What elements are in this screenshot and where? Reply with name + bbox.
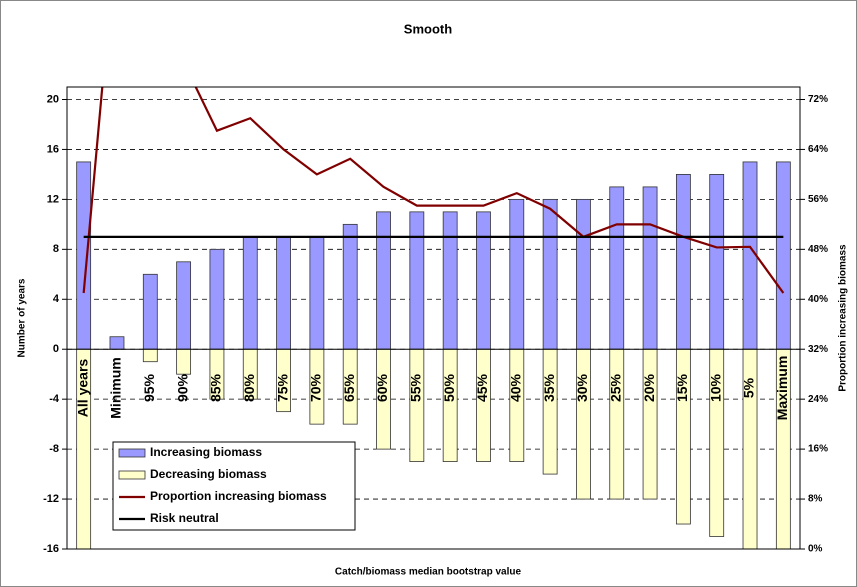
bar bbox=[242, 236, 258, 350]
bar bbox=[442, 211, 458, 350]
bar bbox=[109, 336, 125, 350]
x-tick-label: 10% bbox=[707, 373, 723, 402]
bar bbox=[642, 348, 658, 500]
y-tick-label: 20 bbox=[47, 93, 59, 105]
x-tick-label: Maximum bbox=[774, 356, 790, 421]
x-tick-label: 70% bbox=[308, 373, 324, 402]
bar bbox=[675, 174, 691, 350]
bar bbox=[176, 261, 192, 350]
y2-tick-label: 32% bbox=[808, 344, 828, 355]
legend-label: Risk neutral bbox=[150, 511, 219, 525]
lines bbox=[82, 87, 785, 294]
x-tick-label: 90% bbox=[174, 373, 190, 402]
y-tick-label: -8 bbox=[49, 443, 59, 455]
category-labels: All years Minimum 95% 90% 85% 80% 75% 70% 65% 60%… bbox=[74, 356, 790, 421]
y2-axis-title: Proportion increasing biomass bbox=[838, 244, 849, 392]
x-tick-label: 15% bbox=[674, 373, 690, 402]
bar bbox=[609, 186, 625, 350]
y-axis-title: Number of years bbox=[17, 278, 28, 357]
x-tick-label: 30% bbox=[574, 373, 590, 402]
y2-tick-label: 64% bbox=[808, 144, 828, 155]
y2-tick-label: 8% bbox=[808, 494, 823, 505]
y2-tick-label: 24% bbox=[808, 394, 828, 405]
x-tick-label: All years bbox=[74, 359, 90, 418]
bar bbox=[142, 348, 158, 363]
y-tick-label: 4 bbox=[53, 293, 60, 305]
x-tick-label: 25% bbox=[607, 373, 623, 402]
bar bbox=[509, 198, 525, 350]
legend: Increasing biomass Decreasing biomass Prop… bbox=[112, 441, 356, 531]
bar bbox=[576, 348, 591, 500]
x-tick-label: 55% bbox=[408, 373, 424, 402]
y-tick-label: -16 bbox=[43, 543, 59, 555]
bar bbox=[342, 223, 358, 350]
x-tick-label: 45% bbox=[474, 373, 490, 402]
bar bbox=[176, 348, 192, 375]
y-tick-label: 16 bbox=[47, 143, 59, 155]
x-tick-label: 35% bbox=[541, 373, 557, 402]
x-tick-label: 75% bbox=[274, 373, 290, 402]
x-tick-label: Minimum bbox=[108, 357, 124, 418]
legend-box bbox=[112, 441, 356, 531]
y2-tick-label: 16% bbox=[808, 444, 828, 455]
x-tick-label: 65% bbox=[341, 373, 357, 402]
y2-tick-label: 48% bbox=[808, 244, 828, 255]
legend-label: Decreasing biomass bbox=[150, 467, 267, 481]
line bbox=[82, 87, 785, 294]
y-tick-label: 12 bbox=[47, 193, 59, 205]
y-tick-label: 8 bbox=[53, 243, 59, 255]
x-tick-label: 40% bbox=[507, 373, 523, 402]
bar bbox=[376, 211, 391, 350]
bar bbox=[442, 348, 458, 462]
y-tick-label: -4 bbox=[49, 393, 60, 405]
y2-tick-label: 40% bbox=[808, 294, 828, 305]
y2-tick-label: 0% bbox=[808, 544, 823, 555]
legend-label: Increasing biomass bbox=[150, 445, 262, 459]
grid: -16 -12 -8 -4 0 4 8 12 16 20 0% 8% 16% 24% 32% 40% 48% 56… bbox=[43, 93, 828, 555]
bar bbox=[209, 248, 225, 350]
x-tick-label: 95% bbox=[141, 373, 157, 402]
y-tick-label: -12 bbox=[43, 493, 59, 505]
legend-swatch bbox=[118, 448, 146, 458]
bar bbox=[409, 348, 425, 462]
y2-tick-label: 72% bbox=[808, 94, 828, 105]
bar bbox=[76, 161, 92, 350]
bar bbox=[709, 174, 725, 350]
y-tick-label: 0 bbox=[53, 343, 59, 355]
bar bbox=[476, 348, 491, 462]
legend-swatch bbox=[118, 470, 146, 480]
bar bbox=[576, 198, 591, 350]
bar bbox=[542, 198, 558, 350]
bar bbox=[742, 161, 758, 350]
bar bbox=[542, 348, 558, 475]
bar bbox=[609, 348, 625, 500]
x-tick-label: 20% bbox=[641, 373, 657, 402]
x-tick-label: 80% bbox=[241, 373, 257, 402]
x-tick-label: 5% bbox=[741, 377, 757, 398]
x-tick-label: 50% bbox=[441, 373, 457, 402]
chart-title: Smooth bbox=[404, 21, 452, 36]
bar bbox=[309, 236, 325, 350]
bar bbox=[276, 236, 291, 350]
x-tick-label: 85% bbox=[208, 373, 224, 402]
y2-tick-label: 56% bbox=[808, 194, 828, 205]
bar bbox=[409, 211, 425, 350]
bar bbox=[142, 273, 158, 350]
bar bbox=[642, 186, 658, 350]
x-tick-label: 60% bbox=[374, 373, 390, 402]
x-axis-title: Catch/biomass median bootstrap value bbox=[335, 567, 522, 578]
bar bbox=[509, 348, 525, 462]
legend-label: Proportion increasing biomass bbox=[150, 489, 327, 503]
bar bbox=[775, 161, 791, 350]
plot-border bbox=[66, 86, 801, 550]
bar bbox=[476, 211, 491, 350]
